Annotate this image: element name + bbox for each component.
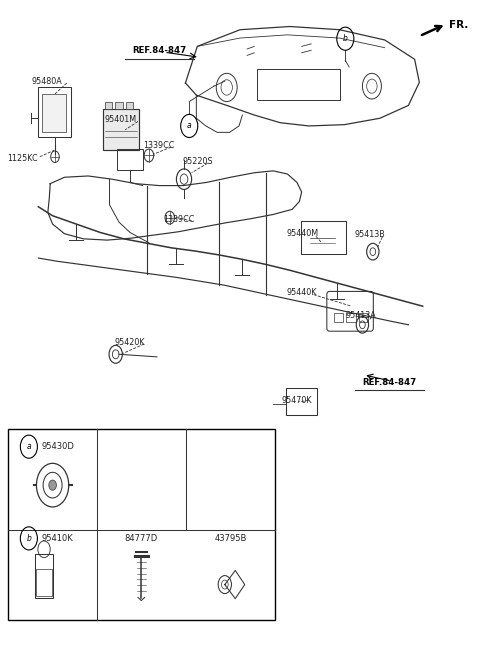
Text: 95401M: 95401M xyxy=(105,115,137,124)
Text: FR.: FR. xyxy=(449,20,468,30)
Text: 1339CC: 1339CC xyxy=(163,215,194,224)
Text: REF.84-847: REF.84-847 xyxy=(132,47,186,56)
Bar xyxy=(257,69,340,100)
Text: 1339CC: 1339CC xyxy=(143,140,174,149)
Text: 95413B: 95413B xyxy=(355,230,385,239)
Bar xyxy=(35,554,53,598)
Bar xyxy=(9,429,275,620)
Text: 95220S: 95220S xyxy=(182,157,213,166)
Text: 84777D: 84777D xyxy=(125,534,158,543)
Text: 95440M: 95440M xyxy=(287,229,319,238)
Bar xyxy=(117,149,143,170)
Bar xyxy=(103,109,139,150)
Bar xyxy=(359,313,368,322)
Text: REF.84-847: REF.84-847 xyxy=(362,378,417,387)
Bar xyxy=(42,94,66,133)
Text: 1125KC: 1125KC xyxy=(8,154,38,163)
Bar xyxy=(126,102,133,109)
Text: 95420K: 95420K xyxy=(114,338,145,347)
Text: 95430D: 95430D xyxy=(42,442,74,451)
Text: a: a xyxy=(187,122,192,131)
Text: 95480A: 95480A xyxy=(31,76,62,85)
Text: 43795B: 43795B xyxy=(215,534,247,543)
Bar xyxy=(334,313,343,322)
Text: b: b xyxy=(343,34,348,43)
Text: 95470K: 95470K xyxy=(282,396,312,405)
Bar xyxy=(36,569,52,596)
Text: 95410K: 95410K xyxy=(42,534,73,543)
Text: a: a xyxy=(26,442,31,451)
Bar xyxy=(346,313,356,322)
Bar xyxy=(38,87,71,137)
Bar xyxy=(301,221,346,254)
Text: 95440K: 95440K xyxy=(287,288,317,297)
Bar xyxy=(105,102,112,109)
Bar xyxy=(115,102,123,109)
Text: 95413A: 95413A xyxy=(345,311,376,320)
Bar xyxy=(287,388,317,415)
Circle shape xyxy=(49,480,56,490)
Text: b: b xyxy=(26,534,31,543)
